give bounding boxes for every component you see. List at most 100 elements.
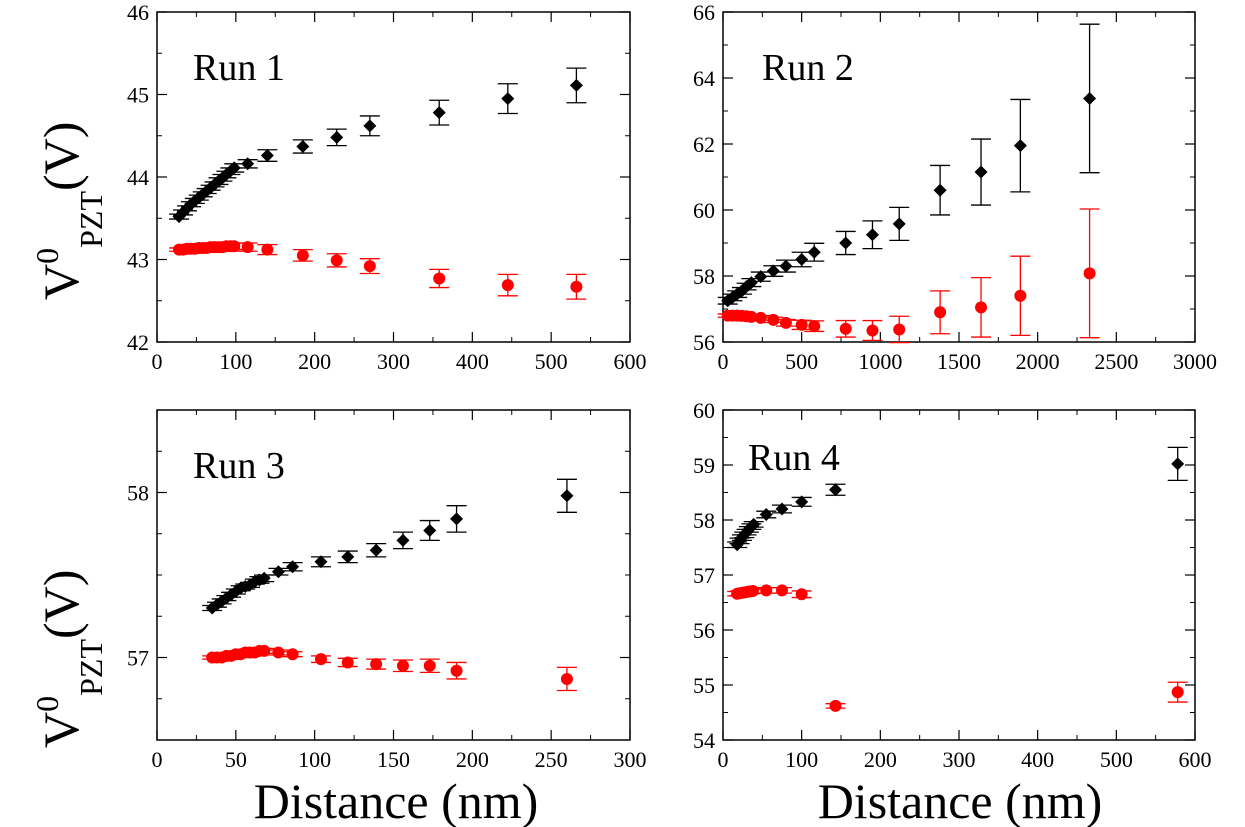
data-point-circle (450, 664, 463, 677)
data-point-diamond (432, 106, 446, 120)
x-tick-label: 2500 (1094, 349, 1138, 374)
data-point-diamond (314, 555, 328, 569)
x-tick-label: 600 (1179, 747, 1212, 772)
x-axis-title-left: Distance (nm) (254, 773, 539, 827)
data-point-circle (272, 646, 285, 659)
data-point-circle (1083, 267, 1096, 280)
data-point-diamond (766, 264, 780, 278)
y-tick-label: 55 (693, 673, 715, 698)
data-point-circle (330, 254, 343, 267)
data-point-diamond (1013, 139, 1027, 153)
x-tick-label: 0 (152, 349, 163, 374)
data-point-diamond (341, 550, 355, 564)
data-point-circle (228, 240, 241, 253)
x-tick-label: 300 (614, 747, 647, 772)
y-tick-label: 57 (127, 646, 149, 671)
y-tick-label: 58 (693, 508, 715, 533)
y-tick-label: 44 (127, 165, 149, 190)
data-point-circle (560, 672, 573, 685)
data-point-diamond (807, 245, 821, 259)
series-red-circles (202, 644, 577, 692)
data-point-diamond (828, 483, 842, 497)
data-point-circle (261, 243, 274, 256)
data-point-circle (314, 653, 327, 666)
x-tick-label: 3000 (1173, 349, 1217, 374)
data-point-diamond (260, 149, 274, 163)
data-point-circle (934, 306, 947, 319)
y-tick-label: 59 (693, 453, 715, 478)
data-point-diamond (754, 270, 768, 284)
y-tick-label: 45 (127, 83, 149, 108)
x-axis-title-right: Distance (nm) (818, 773, 1103, 827)
data-point-diamond (369, 543, 383, 557)
data-point-diamond (243, 578, 257, 592)
y-tick-label: 58 (693, 264, 715, 289)
data-point-diamond (839, 236, 853, 250)
data-point-circle (746, 584, 759, 597)
data-point-circle (779, 316, 792, 329)
data-point-diamond (423, 523, 437, 537)
data-point-diamond (241, 157, 255, 171)
x-tick-label: 0 (718, 349, 729, 374)
data-point-diamond (363, 119, 377, 133)
y-tick-label: 60 (693, 198, 715, 223)
run-label: Run 2 (762, 47, 854, 89)
series-black-diamonds (202, 478, 577, 615)
panel-run-4: 0 100 200 300 400 500 600 54 55 56 57 58 59 60 Run 4 (693, 398, 1212, 772)
data-point-circle (795, 318, 808, 331)
x-tick-label: 0 (152, 747, 163, 772)
data-point-diamond (775, 502, 789, 516)
data-point-circle (501, 279, 514, 292)
y-tick-label: 46 (127, 0, 149, 25)
data-point-diamond (747, 517, 761, 531)
data-point-diamond (560, 489, 574, 503)
x-tick-label: 500 (1100, 747, 1133, 772)
data-point-circle (286, 648, 299, 661)
data-point-diamond (779, 259, 793, 273)
y-tick-label: 58 (127, 481, 149, 506)
x-tick-label: 250 (535, 747, 568, 772)
x-tick-label: 100 (219, 349, 252, 374)
data-point-diamond (257, 571, 271, 585)
data-point-circle (423, 659, 436, 672)
series-black-diamonds (727, 446, 1188, 552)
data-point-circle (258, 644, 271, 657)
x-tick-label: 600 (614, 349, 647, 374)
x-tick-label: 300 (377, 349, 410, 374)
data-point-circle (433, 272, 446, 285)
data-point-diamond (1171, 457, 1185, 471)
data-point-circle (893, 323, 906, 336)
x-tick-label: 200 (864, 747, 897, 772)
x-tick-label: 50 (225, 747, 247, 772)
y-tick-label: 62 (693, 132, 715, 157)
data-point-diamond (744, 276, 758, 290)
y-tick-label: 43 (127, 248, 149, 273)
data-point-diamond (569, 78, 583, 92)
data-point-circle (1014, 289, 1027, 302)
x-tick-label: 500 (785, 349, 818, 374)
x-tick-label: 100 (298, 747, 331, 772)
data-point-diamond (271, 565, 285, 579)
data-point-diamond (1083, 91, 1097, 105)
data-point-diamond (759, 508, 773, 521)
data-point-circle (975, 301, 988, 314)
data-point-circle (1171, 686, 1184, 699)
y-tick-label: 42 (127, 330, 149, 355)
data-point-circle (795, 588, 808, 601)
x-tick-label: 0 (718, 747, 729, 772)
data-point-diamond (795, 495, 809, 509)
y-tick-label: 57 (693, 563, 715, 588)
run-label: Run 1 (193, 47, 285, 89)
x-tick-label: 2000 (1016, 349, 1060, 374)
data-point-circle (866, 324, 879, 337)
x-tick-label: 200 (298, 349, 331, 374)
data-point-diamond (227, 161, 241, 175)
x-tick-label: 400 (1021, 747, 1054, 772)
data-point-diamond (892, 217, 906, 231)
data-point-circle (241, 241, 254, 254)
y-tick-label: 64 (693, 66, 715, 91)
data-point-circle (839, 322, 852, 335)
panel-run-1: 0 100 200 300 400 500 600 42 43 44 45 46 Run 1 (127, 0, 647, 374)
